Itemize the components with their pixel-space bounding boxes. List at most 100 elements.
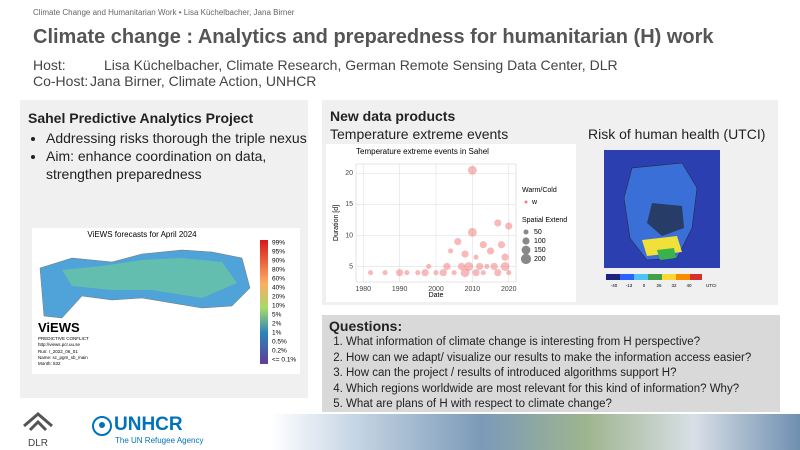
legend-size-key: [521, 245, 531, 255]
unhcr-icon: [92, 416, 112, 436]
map-legend-label: 0.2%: [272, 348, 287, 355]
point: [500, 262, 510, 271]
point: [460, 268, 470, 278]
question: How can we adapt/ visualize our results …: [346, 351, 796, 367]
point: [367, 270, 374, 276]
point: [443, 262, 451, 271]
legend-label: 100: [534, 238, 546, 245]
x-tick-label: 2010: [465, 286, 481, 293]
x-tick-label: 2000: [428, 286, 444, 293]
subtitle: Temperature extreme events: [330, 126, 509, 142]
legend-label: w: [531, 199, 538, 206]
utci-map: -40 -13 0 26 32 40 UTCI: [604, 150, 720, 288]
y-tick-label: 5: [349, 263, 353, 270]
region-grid: [647, 203, 684, 236]
cohost: Jana Birner, Climate Action, UNHCR: [90, 73, 317, 89]
map-legend-label: 95%: [272, 249, 285, 256]
point: [505, 222, 513, 230]
point: [476, 262, 484, 271]
question: How can the project / results of introdu…: [346, 366, 796, 382]
question: What are plans of H with respect to clim…: [346, 397, 796, 413]
colorbar-label: -40: [611, 283, 618, 288]
dlr-text: DLR: [28, 438, 48, 448]
sahel-shade: [62, 258, 237, 298]
point: [447, 248, 454, 254]
legend-label: 150: [534, 247, 546, 254]
map-legend-label: 5%: [272, 312, 282, 319]
point: [451, 270, 457, 276]
legend-size-key: [522, 237, 530, 245]
views-brand: ViEWS: [38, 320, 80, 335]
scatter-plot: Temperature extreme events in Sahel 5 10 15…: [326, 144, 576, 302]
legend-size-key: [520, 253, 532, 265]
earth-strip: [270, 414, 800, 450]
bullets: Addressing risks thorough the triple nex…: [28, 129, 316, 183]
map-legend-label: 20%: [272, 294, 285, 301]
dlr-logo: DLR: [23, 412, 53, 448]
scatter-title: Temperature extreme events in Sahel: [356, 147, 489, 156]
colorbar-label: -13: [626, 283, 633, 288]
unhcr-sub: The UN Refugee Agency: [115, 436, 204, 445]
map-legend-label: 2%: [272, 321, 282, 328]
point: [473, 254, 479, 260]
map-legend-label: 99%: [272, 240, 285, 247]
questions-panel: Questions: What information of climate c…: [322, 315, 780, 412]
point: [426, 263, 432, 270]
x-axis-label: Date: [429, 292, 444, 299]
bullet: Addressing risks thorough the triple nex…: [46, 129, 316, 147]
map-legend-label: 1%: [272, 330, 282, 337]
point: [433, 270, 439, 276]
point: [454, 238, 462, 246]
point: [484, 263, 490, 270]
views-run: Run: r_2022_06_01: [38, 349, 78, 354]
point: [501, 253, 509, 261]
y-axis-label: Duration [d]: [333, 205, 340, 241]
point: [472, 269, 480, 277]
questions-title: Questions:: [329, 318, 403, 334]
legend-title: Warm/Cold: [522, 187, 557, 194]
map-legend-label: 0.5%: [272, 339, 287, 346]
bullet: Aim: enhance coordination on data, stren…: [46, 147, 316, 183]
warm-area2: [657, 248, 676, 260]
colorbar-label: 32: [671, 283, 677, 288]
colorbar-label: 26: [656, 283, 662, 288]
map-legend-label: 60%: [272, 276, 285, 283]
y-tick-label: 15: [345, 201, 353, 208]
point: [494, 219, 502, 227]
point: [494, 269, 502, 277]
unhcr: UNHCR: [114, 414, 183, 435]
views-url: http://views.pcr.uu.se: [38, 342, 81, 347]
point: [490, 262, 498, 271]
legend-size-key: [523, 229, 529, 235]
point: [382, 270, 388, 276]
point: [404, 270, 410, 276]
views-map: ViEWS forecasts for April 2024 99% 95% 90%…: [32, 228, 300, 374]
point: [467, 227, 477, 237]
point: [486, 247, 495, 255]
map-legend-label: 80%: [272, 267, 285, 274]
map-legend-label: 40%: [272, 285, 285, 292]
point: [467, 165, 477, 175]
point: [497, 241, 506, 249]
point: [396, 269, 404, 277]
x-tick-label: 1990: [392, 286, 408, 293]
views-sub: PREDICTIVE CONFLICT: [38, 336, 89, 341]
cohost-label: Co-Host:: [33, 73, 89, 89]
point: [480, 270, 486, 276]
question: Which regions worldwide are most relevan…: [346, 382, 796, 398]
question: What information of climate change is in…: [346, 335, 796, 351]
legend-title: Spatial Extend: [522, 217, 567, 224]
views-month: Month: 532: [38, 361, 61, 366]
questions-list: What information of climate change is in…: [324, 335, 796, 413]
right-panel: New data products Temperature extreme ev…: [322, 100, 778, 305]
map-legend-label: 10%: [272, 303, 285, 310]
colorbar-label: 40: [686, 283, 692, 288]
host: Lisa Küchelbacher, Climate Research, Ger…: [104, 57, 618, 73]
host-label: Host:: [33, 57, 66, 73]
point: [479, 241, 487, 249]
point: [421, 269, 429, 277]
x-tick-label: 1980: [355, 286, 371, 293]
title: Climate change : Analytics and preparedn…: [33, 26, 714, 48]
panel-title: Sahel Predictive Analytics Project: [28, 110, 254, 126]
point: [415, 270, 421, 276]
